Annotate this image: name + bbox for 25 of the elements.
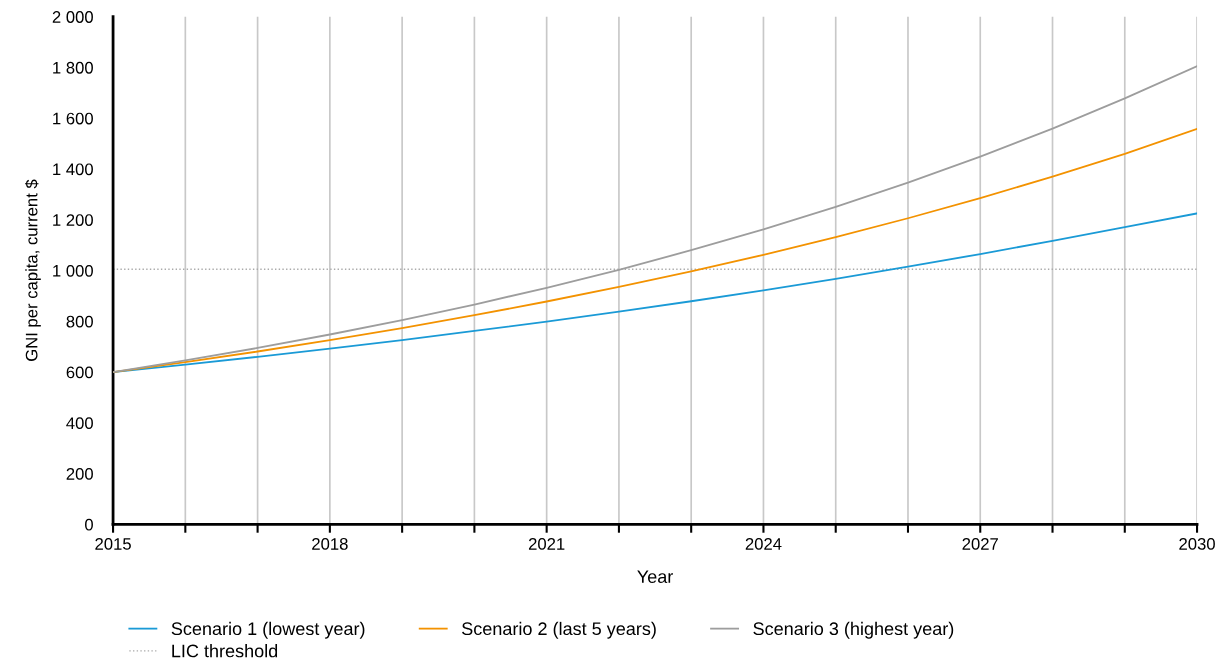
x-tick-label: 2027 xyxy=(962,538,998,550)
y-tick-label: 200 xyxy=(66,468,93,480)
y-tick-label: 400 xyxy=(66,417,93,430)
legend-label: Scenario 3 (highest year) xyxy=(753,621,954,639)
x-axis-title: Year xyxy=(637,570,673,584)
x-tick-label: 2015 xyxy=(95,538,131,550)
y-axis-title: GNI per capita, current $ xyxy=(25,179,41,361)
x-tick-label: 2030 xyxy=(1179,538,1215,550)
y-tick-label: 1 000 xyxy=(53,264,93,277)
x-tick-label: 2018 xyxy=(312,538,348,550)
y-tick-label: 1 400 xyxy=(53,163,93,176)
y-tick-label: 1 800 xyxy=(53,61,93,74)
y-tick-label: 1 600 xyxy=(53,112,93,125)
line-series xyxy=(113,65,1198,373)
legend-label: Scenario 1 (lowest year) xyxy=(171,621,365,639)
y-tick-label: 800 xyxy=(66,315,93,328)
y-tick-label: 0 xyxy=(85,518,93,531)
legend-label: Scenario 2 (last 5 years) xyxy=(462,621,656,639)
legend-label: LIC threshold xyxy=(172,644,278,658)
y-tick-label: 600 xyxy=(66,366,93,379)
y-tick-label: 1 200 xyxy=(53,214,93,226)
x-tick-label: 2024 xyxy=(745,538,782,550)
y-tick-label: 2 000 xyxy=(52,11,93,23)
x-tick-label: 2021 xyxy=(528,538,565,550)
line-series xyxy=(113,127,1198,373)
